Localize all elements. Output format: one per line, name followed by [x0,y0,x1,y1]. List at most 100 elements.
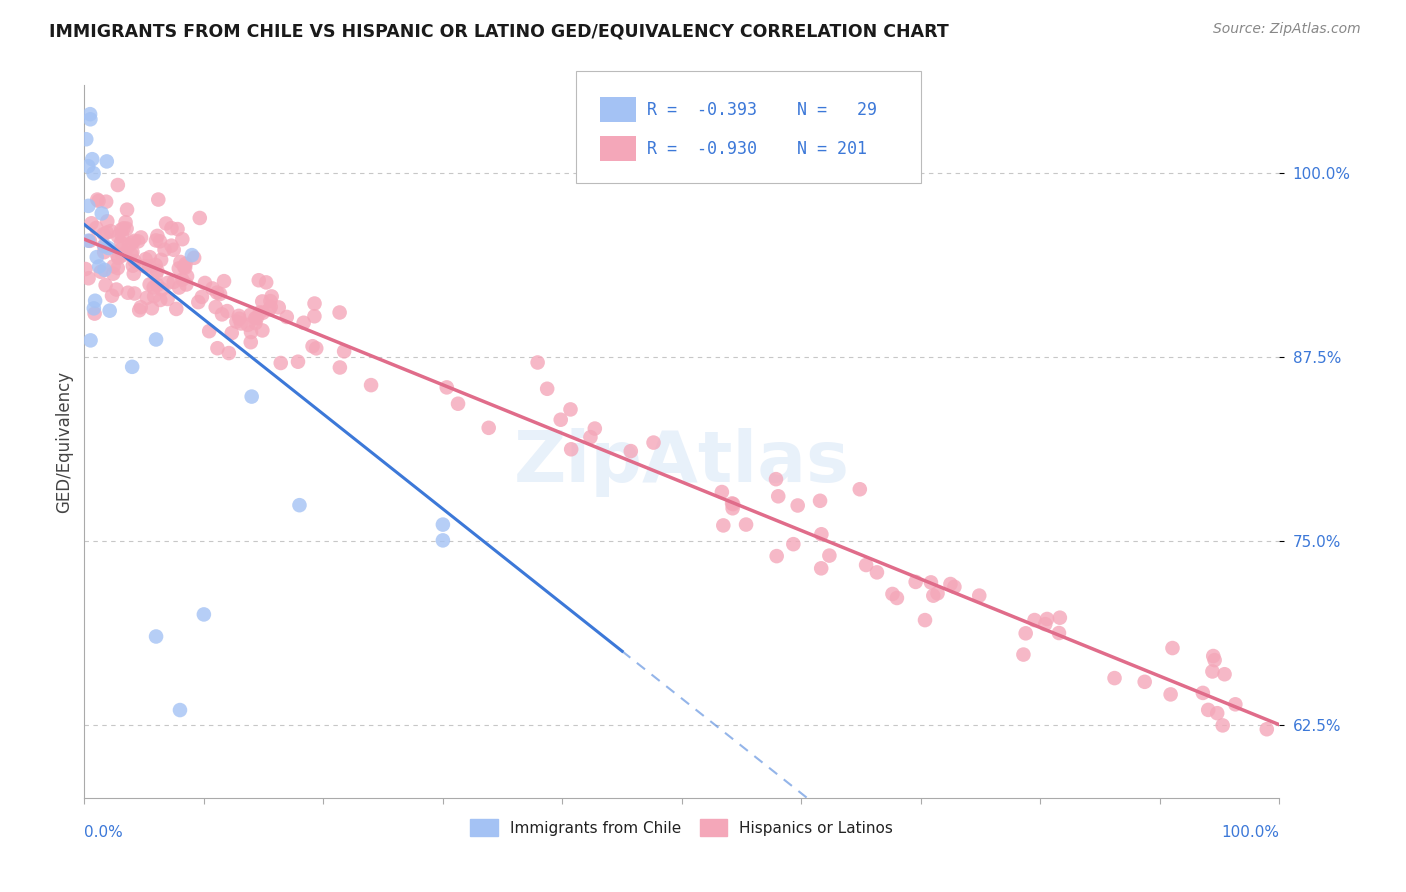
Point [943,580,966,594]
Point [1213,667,1236,681]
Point [96,214,118,228]
Point [252,323,274,337]
Point [1161,641,1184,656]
Point [810,561,832,575]
Point [236,318,259,332]
Point [221,326,243,340]
Point [145,258,167,272]
Point [246,311,269,326]
Point [77,234,100,248]
Point [79,112,101,127]
Point [127,235,149,249]
Point [252,294,274,309]
Point [121,359,143,374]
Point [118,238,141,252]
Point [447,397,470,411]
Point [145,234,167,248]
Text: R =  -0.930    N = 201: R = -0.930 N = 201 [647,140,866,158]
Point [93,245,115,260]
Point [939,577,962,591]
Point [121,259,143,273]
Point [122,234,145,248]
Point [267,301,290,315]
Point [188,211,211,225]
Point [550,413,572,427]
Text: 0.0%: 0.0% [84,825,124,840]
Point [526,355,548,369]
Point [239,335,262,350]
Point [90,206,112,220]
Point [100,224,122,238]
Point [287,355,309,369]
Point [93,227,115,241]
Point [176,277,198,292]
Point [87,194,110,208]
Text: Source: ZipAtlas.com: Source: ZipAtlas.com [1213,22,1361,37]
Point [765,472,787,486]
Point [163,243,186,257]
Point [967,589,990,603]
Point [107,251,129,265]
Point [301,339,323,353]
Point [904,574,927,589]
Point [240,390,263,404]
Point [115,202,138,217]
Point [174,260,197,275]
Point [208,287,231,301]
Point [145,630,167,644]
Point [1104,671,1126,685]
Point [257,302,280,317]
Point [211,307,233,321]
Point [115,221,138,235]
Point [194,276,217,290]
Point [112,221,135,235]
Point [276,310,298,324]
Point [560,442,582,457]
Point [245,316,267,330]
Point [927,586,949,600]
Point [138,277,160,292]
Point [84,220,107,235]
Point [768,489,790,503]
Point [333,344,356,359]
Point [165,301,187,316]
Point [1201,665,1223,679]
Point [150,282,173,296]
Point [560,402,582,417]
Point [710,485,733,500]
Point [914,613,936,627]
Point [103,267,125,281]
Point [142,280,165,294]
Point [114,245,136,260]
Point [212,274,235,288]
Point [77,199,100,213]
Point [810,527,832,541]
Point [82,152,104,166]
Point [808,493,831,508]
Point [150,252,173,267]
Point [114,215,136,229]
Point [1160,687,1182,701]
Point [145,268,167,283]
Point [107,260,129,275]
Point [207,341,229,355]
Point [79,234,101,248]
Y-axis label: GED/Equivalency: GED/Equivalency [55,370,73,513]
Point [172,232,194,246]
Point [129,230,152,244]
Point [75,132,97,146]
Point [478,421,501,435]
Point [160,238,183,252]
Point [94,194,117,209]
Point [172,273,194,287]
Point [110,242,132,256]
Point [90,265,112,279]
Point [124,286,146,301]
Point [75,262,97,277]
Point [260,300,283,314]
Point [155,217,177,231]
Point [107,178,129,192]
Point [254,276,277,290]
Point [105,283,128,297]
Point [432,517,454,532]
